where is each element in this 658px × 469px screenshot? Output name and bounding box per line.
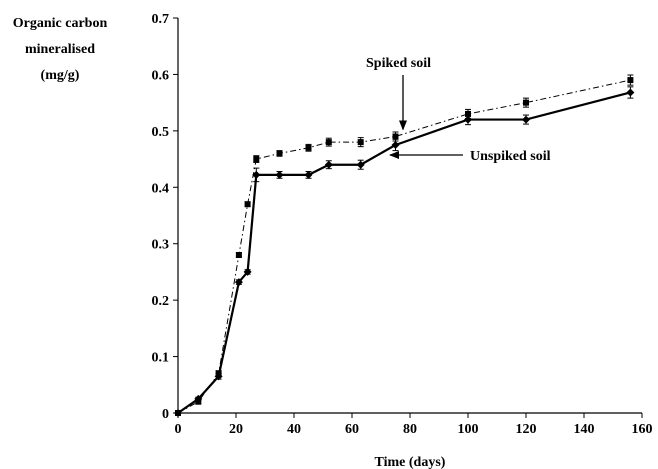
- data-point-diamond: [464, 115, 472, 124]
- annotations: Spiked soil Unspiked soil: [366, 56, 551, 164]
- y-axis-title-line-1: Organic carbon: [12, 16, 108, 31]
- data-point-square: [627, 77, 634, 84]
- annotation-spiked-soil: Spiked soil: [366, 56, 431, 71]
- data-point-square: [235, 252, 242, 258]
- series-spiked-soil: [175, 74, 634, 416]
- series-line: [177, 79, 631, 414]
- data-point-square: [244, 201, 251, 208]
- data-point-square: [305, 144, 312, 151]
- data-point-square: [523, 99, 529, 106]
- x-tick-label: 0: [175, 422, 182, 437]
- x-tick-label: 140: [574, 422, 595, 437]
- x-tick-label: 120: [516, 422, 537, 437]
- y-tick-label: 0.5: [152, 125, 170, 140]
- x-tick-label: 100: [458, 422, 479, 437]
- y-axis-title-line-3: (mg/g): [40, 68, 80, 83]
- y-tick-label: 0.2: [152, 294, 170, 309]
- data-point-diamond: [243, 267, 252, 276]
- x-axis-title: Time (days): [375, 455, 446, 469]
- y-tick-label: 0.1: [152, 351, 170, 366]
- y-tick-label: 0.4: [152, 181, 170, 196]
- data-point-diamond: [174, 409, 182, 417]
- data-point-square: [253, 156, 260, 163]
- x-tick-label: 160: [632, 422, 653, 437]
- series-line: [177, 91, 631, 414]
- data-point-square: [392, 133, 399, 140]
- annotation-unspiked-soil: Unspiked soil: [470, 149, 551, 164]
- series-unspiked-soil: [174, 86, 635, 417]
- y-tick-label: 0.6: [152, 68, 170, 83]
- data-point-diamond: [324, 160, 333, 169]
- ticks: 0 20 40 60 80 100 120 140 160 0 0.1 0.2 0.3 0.4 0.5 0.6…: [152, 12, 653, 437]
- data-point-diamond: [626, 88, 635, 97]
- x-tick-label: 40: [287, 422, 301, 437]
- y-tick-label: 0.7: [152, 12, 170, 27]
- data-point-square: [465, 110, 471, 117]
- data-point-square: [325, 139, 332, 146]
- x-tick-label: 80: [403, 422, 417, 437]
- axes: [177, 18, 642, 414]
- y-tick-label: 0.3: [152, 238, 170, 253]
- y-tick-label: 0: [162, 407, 169, 422]
- data-point-square: [276, 150, 283, 157]
- data-point-diamond: [391, 140, 400, 149]
- data-point-diamond: [522, 115, 530, 124]
- data-point-diamond: [214, 372, 223, 381]
- series-layer: [174, 74, 635, 417]
- data-point-diamond: [356, 160, 365, 169]
- x-tick-label: 20: [229, 422, 243, 437]
- data-point-diamond: [304, 170, 313, 179]
- x-tick-label: 60: [345, 422, 359, 437]
- data-point-square: [357, 139, 364, 146]
- data-point-diamond: [234, 278, 243, 287]
- data-point-diamond: [275, 170, 284, 179]
- y-axis-title-line-2: mineralised: [25, 42, 95, 57]
- data-point-diamond: [194, 394, 203, 403]
- data-point-diamond: [252, 170, 261, 179]
